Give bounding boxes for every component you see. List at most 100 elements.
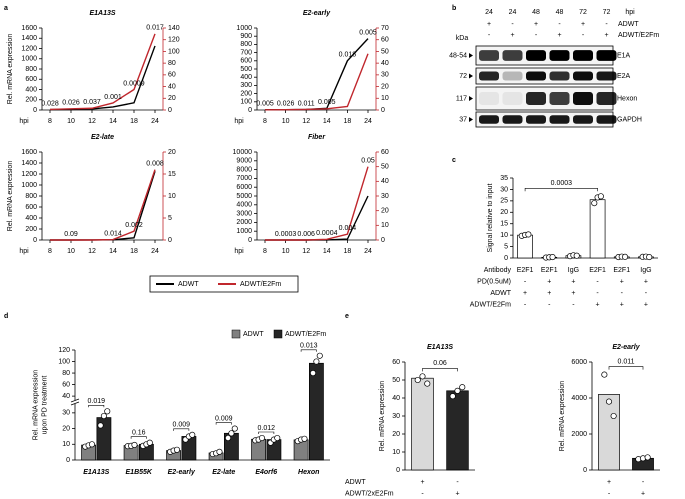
y2-tick-label: 60 [168, 72, 176, 79]
chart-title: Fiber [308, 134, 326, 141]
table-cell: IgG [640, 267, 651, 274]
kda-label: 117 [456, 95, 467, 102]
y2-tick-label: 10 [381, 95, 389, 102]
y-tick-label: 40 [392, 395, 400, 402]
blot-band [502, 71, 523, 81]
blot-band [526, 115, 546, 124]
lane-label: 48 [532, 9, 540, 16]
p-value: 0.019 [87, 398, 105, 405]
x-tick-label: E1A13S [83, 469, 109, 476]
x-tick-label: 14 [323, 118, 331, 125]
y2-tick-label: 100 [168, 48, 180, 55]
series-line [49, 33, 156, 111]
y-tick-label: 300 [240, 82, 252, 89]
y-tick-label: 10 [62, 441, 70, 448]
condition-cell: - [558, 21, 561, 28]
y-tick-label: 15 [500, 221, 508, 228]
series-line [265, 166, 369, 241]
blot-band [526, 71, 546, 81]
x-tick-label: 12 [88, 248, 96, 255]
y-tick-label: 25 [500, 198, 508, 205]
x-axis-label: hpi [19, 248, 29, 255]
y-tick-label: 10 [392, 449, 400, 456]
bar [309, 362, 324, 461]
x-tick-label: 12 [302, 118, 310, 125]
protein-label: Hexon [617, 95, 637, 102]
y-tick-label: 6000 [236, 184, 252, 191]
x-tick-label: 14 [109, 118, 117, 125]
p-value: 0.018 [339, 52, 357, 59]
y-tick-label: 0 [33, 107, 37, 114]
legend-swatch [231, 329, 241, 339]
blot-band [502, 115, 523, 124]
chart-title: E1A13S [427, 344, 453, 351]
x-tick-label: E4orf6 [255, 469, 277, 476]
y-tick-label: 1000 [21, 56, 37, 63]
y2-tick-label: 0 [381, 107, 385, 114]
y-tick-label: 400 [25, 215, 37, 222]
bar [517, 234, 533, 259]
y-tick-label: 20 [392, 431, 400, 438]
table-cell: + [596, 301, 600, 308]
lane-label: 24 [509, 9, 517, 16]
replicate-point [525, 231, 532, 238]
significance-bracket [130, 436, 147, 439]
protein-label: E1A [617, 52, 631, 59]
p-value: 0.005 [359, 30, 377, 37]
kda-arrow [469, 53, 473, 58]
kda-label: 48-54 [449, 52, 467, 59]
y2-tick-label: 60 [381, 37, 389, 44]
replicate-point [414, 376, 421, 384]
table-cell: - [621, 290, 624, 297]
replicate-point [173, 446, 181, 453]
p-value: 0.005 [256, 101, 274, 108]
blot-band [526, 50, 546, 61]
y-tick-label: 80 [62, 370, 70, 377]
p-value: 0.006 [297, 231, 315, 238]
y-tick-label: 40 [62, 393, 70, 400]
x-axis-label: hpi [19, 118, 29, 125]
y-axis-label: Rel. mRNA expression [7, 34, 14, 105]
y2-tick-label: 140 [168, 25, 180, 32]
table-cell: + [644, 278, 648, 285]
x-tick-label: 18 [344, 248, 352, 255]
condition-label: ADWT [618, 21, 639, 28]
p-value: 0.011 [298, 100, 315, 107]
p-value: 0.017 [146, 25, 164, 32]
x-tick-label: 14 [109, 248, 117, 255]
replicate-point [419, 373, 426, 380]
blot-band [549, 50, 570, 61]
y-tick-label: 6000 [571, 359, 587, 366]
x-tick-label: 24 [364, 248, 372, 255]
y-tick-label: 50 [392, 377, 400, 384]
x-tick-label: 8 [48, 248, 52, 255]
lane-label: 24 [485, 9, 493, 16]
y-tick-label: 200 [240, 90, 252, 97]
kda-label: 37 [459, 116, 467, 123]
y-tick-label: 100 [240, 99, 252, 106]
replicate-point [216, 448, 223, 455]
y-tick-label: 20 [62, 425, 70, 432]
y-tick-label: 0 [396, 467, 400, 474]
y-tick-label: 800 [25, 193, 37, 200]
blot-band [596, 71, 617, 81]
condition-cell: - [582, 32, 585, 39]
table-cell: + [455, 490, 459, 497]
y-tick-label: 900 [240, 33, 252, 40]
y2-tick-label: 20 [168, 95, 176, 102]
legend-label: ADWT/E2Fm [240, 281, 281, 288]
x-tick-label: 24 [151, 118, 159, 125]
lane-label: 72 [579, 9, 587, 16]
y2-tick-label: 40 [168, 83, 176, 90]
y-tick-label: 1400 [21, 160, 37, 167]
x-tick-label: E2-late [212, 469, 235, 476]
y-tick-label: 500 [240, 66, 252, 73]
replicate-point [454, 387, 461, 394]
y2-tick-label: 50 [381, 48, 389, 55]
replicate-point [100, 412, 107, 420]
p-value: 0.06 [433, 360, 447, 367]
table-row-label: ADWT/E2Fm [470, 301, 511, 308]
replicate-point [601, 371, 608, 378]
condition-cell: + [557, 32, 561, 39]
